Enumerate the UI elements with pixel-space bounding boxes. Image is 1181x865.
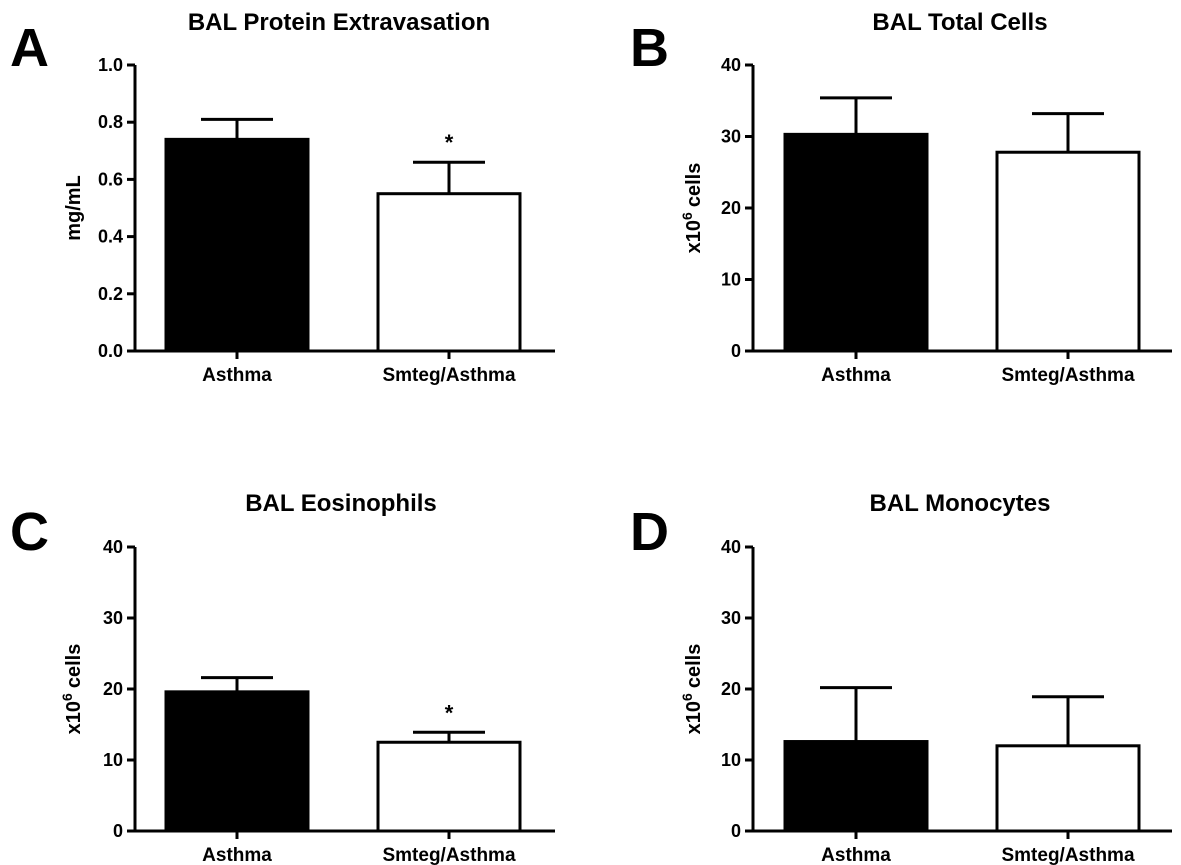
chart-panel-d: D BAL Monocytes 0 10 20 30 40 x106 cells Asthma Sm… (630, 490, 1172, 865)
y-axis-label-exponent: 6 (59, 693, 75, 701)
y-tick-label: 40 (721, 55, 741, 75)
x-category-label: Smteg/Asthma (382, 365, 515, 386)
y-axis-label-unit: mg/mL (63, 175, 85, 241)
y-axis-label-exponent: 6 (679, 212, 695, 220)
x-category-label: Smteg/Asthma (1001, 845, 1134, 865)
y-tick-label: 0.8 (98, 112, 123, 132)
x-category-label: Asthma (202, 365, 272, 386)
y-axis-label-unit: cells (683, 163, 705, 207)
chart-panel-a: A BAL Protein Extravasation 0.0 0.2 0.4 0.6 0.… (10, 9, 555, 386)
y-tick-label: 0 (113, 821, 123, 841)
chart-title: BAL Protein Extravasation (188, 9, 490, 36)
bar-asthma (164, 137, 310, 353)
bar-asthma (783, 740, 929, 833)
y-tick-label: 0 (731, 341, 741, 361)
y-tick-label: 30 (103, 608, 123, 628)
x-category-label: Asthma (202, 845, 272, 865)
bar-smteg-asthma (376, 192, 522, 353)
chart-title: BAL Eosinophils (245, 490, 437, 517)
chart-title: BAL Total Cells (872, 9, 1047, 36)
significance-marker: * (445, 700, 454, 725)
y-tick-label: 20 (721, 679, 741, 699)
y-axis-label-prefix: x10 (63, 701, 85, 734)
y-tick-label: 20 (721, 198, 741, 218)
significance-marker: * (445, 130, 454, 155)
y-tick-label: 20 (103, 679, 123, 699)
y-axis-label-unit: cells (683, 644, 705, 688)
y-axis-label: x106 cells (679, 163, 705, 254)
chart-title: BAL Monocytes (870, 490, 1051, 517)
y-axis-label-unit: cells (63, 644, 85, 688)
bar-smteg-asthma (376, 740, 522, 833)
y-tick-label: 30 (721, 608, 741, 628)
bar-asthma (164, 690, 310, 833)
y-axis-label-prefix: x10 (683, 220, 705, 253)
y-tick-label: 40 (721, 537, 741, 557)
y-axis-label: x106 cells (59, 644, 85, 735)
x-category-label: Smteg/Asthma (382, 845, 515, 865)
y-tick-label: 40 (103, 537, 123, 557)
x-category-label: Asthma (821, 845, 891, 865)
panel-letter: D (630, 502, 669, 562)
y-tick-label: 0.4 (98, 227, 123, 247)
panel-letter: B (630, 18, 669, 78)
bar-smteg-asthma (995, 744, 1141, 833)
panel-letter: C (10, 502, 49, 562)
x-category-label: Smteg/Asthma (1001, 365, 1134, 386)
y-axis-label-prefix: x10 (683, 701, 705, 734)
panel-letter: A (10, 18, 49, 78)
y-tick-label: 10 (721, 270, 741, 290)
chart-panel-c: C BAL Eosinophils 0 10 20 30 40 x106 cells Asthma… (10, 490, 555, 865)
y-tick-label: 0.0 (98, 341, 123, 361)
y-tick-label: 10 (103, 750, 123, 770)
y-tick-label: 0.2 (98, 284, 123, 304)
y-tick-label: 30 (721, 127, 741, 147)
bar-asthma (783, 132, 929, 353)
y-tick-label: 1.0 (98, 55, 123, 75)
y-tick-label: 0.6 (98, 169, 123, 189)
y-tick-label: 0 (731, 821, 741, 841)
bar-smteg-asthma (995, 150, 1141, 353)
y-axis-label: x106 cells (679, 644, 705, 735)
y-axis-label-exponent: 6 (679, 693, 695, 701)
y-tick-label: 10 (721, 750, 741, 770)
x-category-label: Asthma (821, 365, 891, 386)
chart-panel-b: B BAL Total Cells 0 10 20 30 40 x106 cells Asthma… (630, 9, 1172, 386)
y-axis-label: mg/mL (63, 175, 85, 241)
